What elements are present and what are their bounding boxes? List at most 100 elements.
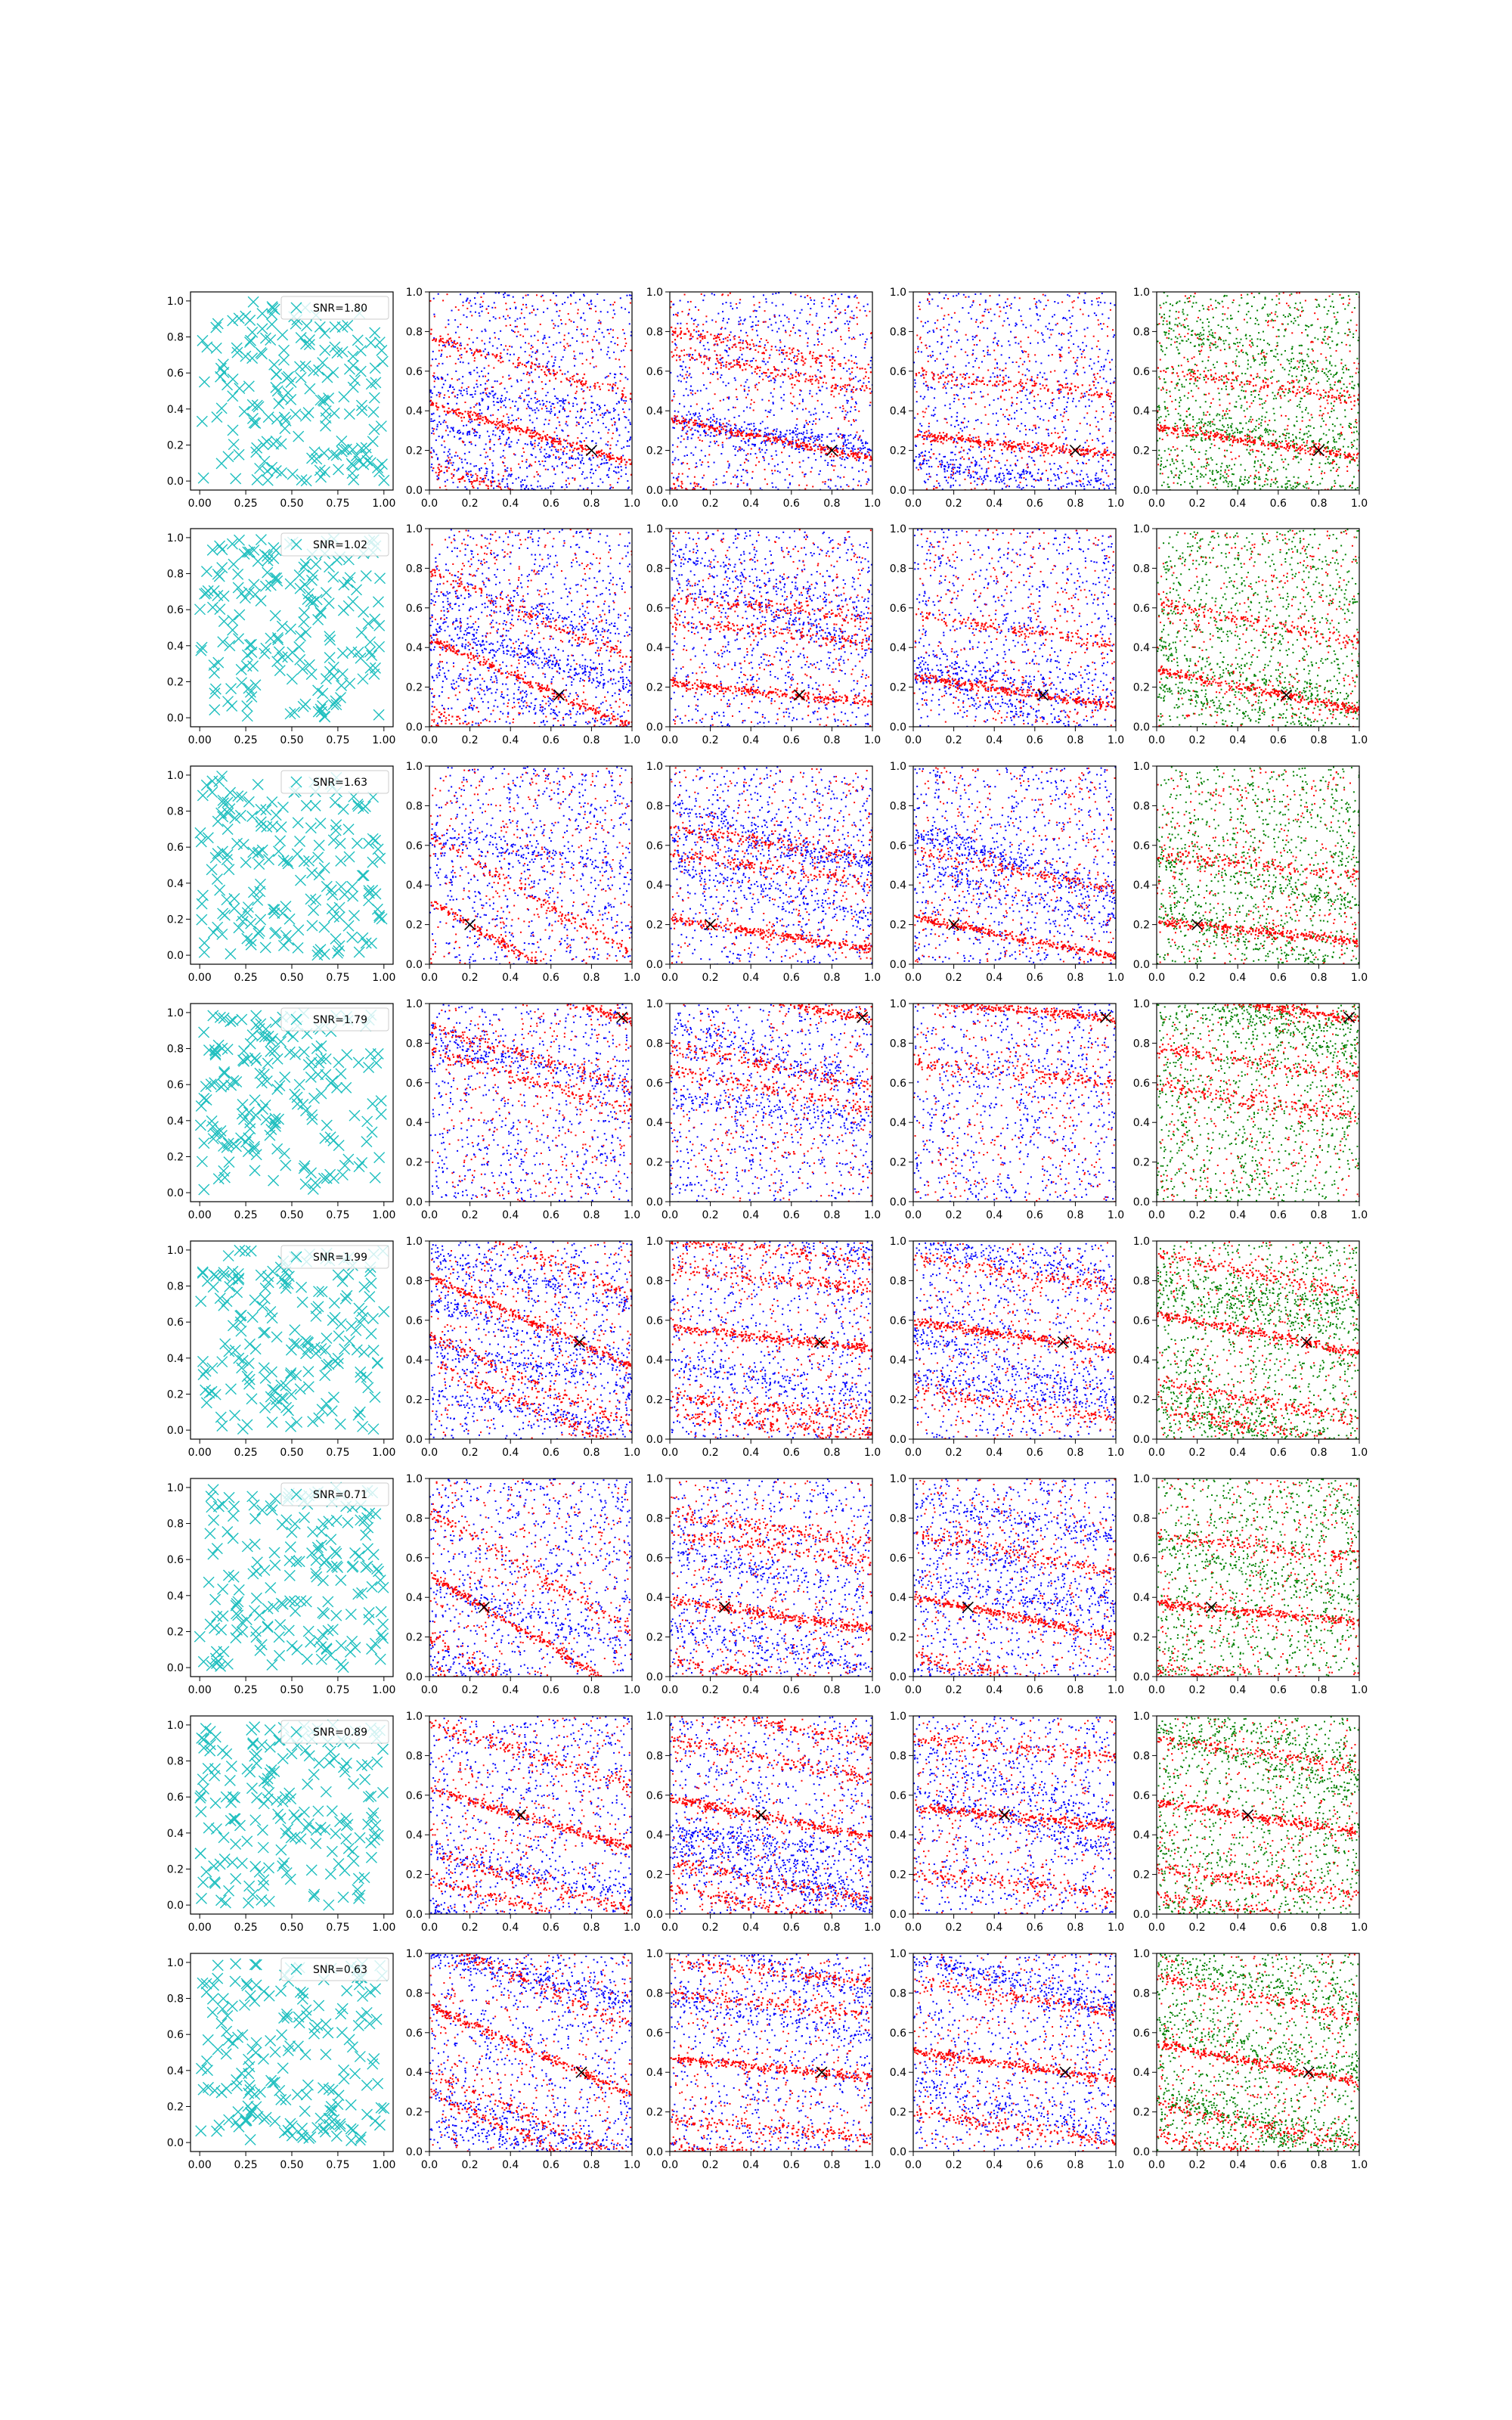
scatter-point: [1053, 399, 1055, 400]
cross-point: [269, 359, 280, 370]
scatter-point: [812, 358, 813, 359]
scatter-point: [562, 401, 564, 402]
scatter-point: [522, 430, 523, 432]
red-points: [429, 293, 634, 492]
scatter-point: [804, 358, 806, 360]
scatter-point: [618, 402, 620, 404]
scatter-point: [819, 439, 820, 440]
scatter-point: [999, 474, 1000, 476]
scatter-point: [507, 429, 509, 430]
scatter-point: [609, 484, 611, 486]
scatter-point: [510, 476, 512, 477]
scatter-point: [451, 378, 453, 380]
scatter-point: [814, 440, 816, 442]
scatter-point: [1046, 305, 1047, 306]
scatter-point: [767, 377, 769, 378]
cross-point: [246, 335, 256, 346]
scatter-point: [476, 405, 477, 406]
scatter-point: [1067, 294, 1068, 296]
scatter-point: [865, 341, 866, 343]
scatter-point: [680, 380, 682, 382]
scatter-point: [565, 480, 567, 482]
scatter-point: [729, 348, 730, 349]
scatter-point: [528, 373, 530, 374]
scatter-point: [547, 434, 548, 436]
scatter-point: [631, 335, 632, 337]
scatter-point: [987, 433, 988, 435]
scatter-point: [832, 353, 833, 355]
scatter-point: [1097, 421, 1098, 423]
scatter-point: [462, 413, 463, 414]
scatter-point: [700, 340, 702, 342]
scatter-point: [707, 434, 708, 436]
scatter-point: [798, 439, 799, 441]
scatter-point: [981, 361, 983, 362]
cross-point: [319, 448, 330, 458]
scatter-point: [1036, 313, 1037, 315]
scatter-point: [1004, 416, 1005, 417]
scatter-point: [544, 335, 545, 337]
scatter-point: [826, 446, 827, 448]
scatter-point: [595, 442, 596, 444]
scatter-point: [822, 306, 823, 307]
scatter-point: [624, 309, 626, 310]
scatter-point: [837, 309, 838, 310]
scatter-point: [952, 451, 953, 453]
scatter-point: [462, 305, 463, 306]
scatter-point: [508, 473, 510, 475]
scatter-point: [813, 299, 815, 301]
scatter-point: [468, 431, 469, 433]
scatter-point: [462, 395, 463, 396]
scatter-point: [914, 380, 916, 381]
scatter-point: [1015, 342, 1016, 343]
scatter-point: [840, 433, 841, 435]
scatter-point: [716, 483, 717, 485]
scatter-point: [853, 438, 854, 439]
scatter-point: [543, 405, 544, 406]
scatter-point: [492, 354, 494, 355]
scatter-point: [451, 462, 452, 464]
scatter-point: [692, 390, 693, 392]
scatter-point: [729, 430, 730, 432]
scatter-point: [492, 395, 494, 396]
scatter-point: [764, 460, 765, 461]
scatter-point: [946, 479, 947, 481]
scatter-point: [1100, 302, 1101, 303]
scatter-point: [967, 355, 968, 356]
scatter-point: [850, 317, 851, 318]
scatter-point: [623, 446, 624, 448]
scatter-point: [1103, 323, 1105, 324]
scatter-point: [1060, 414, 1061, 416]
scatter-point: [454, 343, 455, 344]
scatter-point: [477, 488, 479, 489]
scatter-point: [498, 482, 500, 484]
scatter-point: [723, 338, 724, 340]
scatter-point: [1103, 482, 1105, 483]
scatter-point: [974, 293, 976, 295]
scatter-point: [474, 297, 476, 299]
scatter-point: [848, 359, 850, 361]
scatter-point: [513, 354, 515, 355]
cross-point: [357, 405, 367, 416]
scatter-point: [926, 460, 928, 461]
scatter-point: [452, 392, 454, 393]
scatter-point: [456, 470, 457, 471]
scatter-point: [728, 467, 730, 468]
scatter-point: [823, 297, 825, 299]
scatter-point: [603, 463, 605, 464]
scatter-point: [987, 352, 988, 353]
scatter-point: [680, 337, 682, 339]
scatter-point: [720, 374, 722, 376]
scatter-point: [802, 460, 804, 461]
scatter-point: [861, 386, 863, 387]
scatter-point: [678, 420, 680, 421]
scatter-point: [951, 416, 953, 417]
scatter-point: [460, 390, 462, 392]
scatter-point: [432, 467, 434, 469]
scatter-point: [751, 443, 753, 445]
scatter-point: [987, 346, 988, 347]
scatter-point: [748, 365, 750, 366]
scatter-point: [994, 333, 996, 334]
scatter-point: [478, 424, 479, 426]
scatter-point: [457, 397, 458, 399]
